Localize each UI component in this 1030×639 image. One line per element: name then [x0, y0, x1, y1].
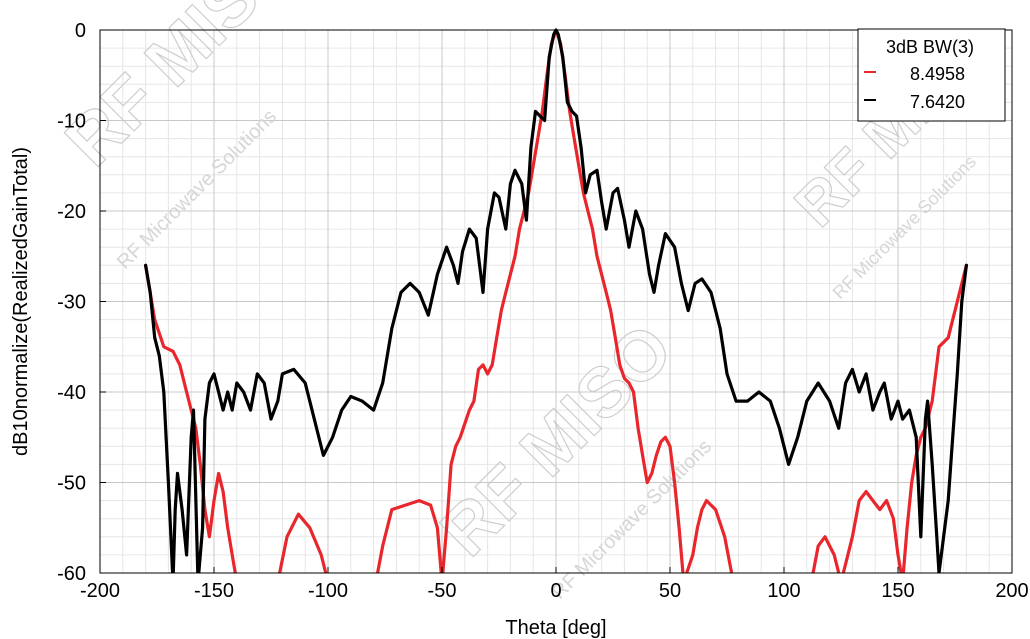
y-axis-label: dB10normalize(RealizedGainTotal)	[10, 147, 32, 456]
legend-value-black: 7.6420	[910, 92, 965, 112]
legend-box	[857, 28, 1006, 122]
x-tick-label: 100	[767, 580, 800, 602]
y-tick-label: -60	[57, 563, 86, 585]
y-tick-label: -40	[57, 382, 86, 404]
series-line-red	[144, 28, 968, 573]
legend-title: 3dB BW(3)	[886, 37, 974, 57]
y-tick-label: -50	[57, 473, 86, 495]
x-tick-label: 0	[550, 580, 561, 602]
x-tick-label: 200	[995, 580, 1028, 602]
x-tick-label: 50	[659, 580, 681, 602]
x-tick-label: -150	[194, 580, 234, 602]
x-tick-label: -200	[80, 580, 120, 602]
y-tick-label: 0	[75, 20, 86, 42]
y-tick-label: -20	[57, 201, 86, 223]
y-tick-label: -10	[57, 111, 86, 133]
x-axis-label: Theta [deg]	[505, 617, 606, 639]
x-tick-label: 150	[881, 580, 914, 602]
y-tick-label: -30	[57, 292, 86, 314]
x-tick-label: -50	[428, 580, 457, 602]
x-tick-label: -100	[308, 580, 348, 602]
legend-value-red: 8.4958	[910, 64, 965, 84]
legend: 3dB BW(3) 8.4958 7.6420	[857, 28, 1006, 122]
series-line-black	[144, 28, 968, 573]
